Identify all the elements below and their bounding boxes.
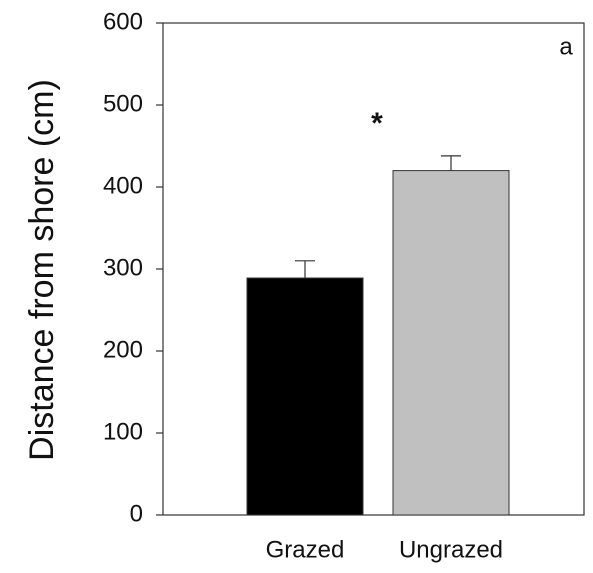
y-tick-label: 200 [103, 336, 143, 363]
x-tick-label: Ungrazed [399, 536, 503, 563]
y-tick-label: 600 [103, 8, 143, 35]
plot-frame [162, 22, 585, 516]
bar [392, 170, 510, 516]
y-tick-label: 300 [103, 254, 143, 281]
y-tick-label: 400 [103, 172, 143, 199]
y-tick-label: 100 [103, 418, 143, 445]
bar [246, 277, 364, 516]
x-tick-label: Grazed [266, 536, 345, 563]
y-tick-label: 500 [103, 90, 143, 117]
y-axis-label: Distance from shore (cm) [23, 79, 61, 461]
y-tick-label: 0 [130, 500, 143, 527]
significance-annotation: * [371, 107, 383, 140]
panel-label: a [559, 33, 573, 60]
